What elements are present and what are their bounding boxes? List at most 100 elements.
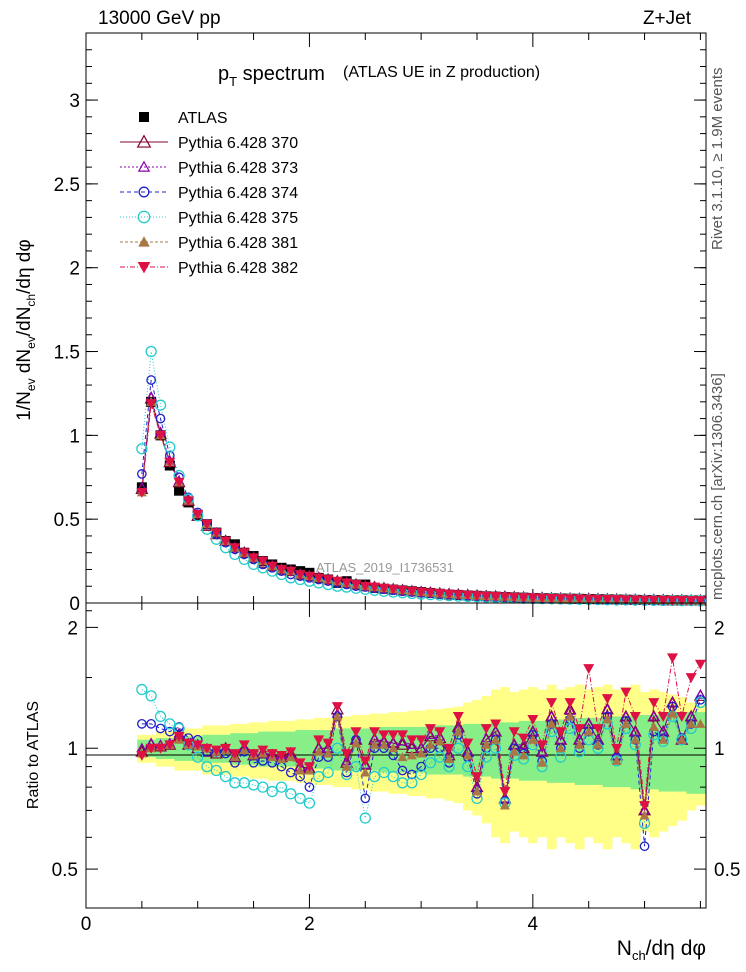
rivet-label: Rivet 3.1.10, ≥ 1.9M events [709,68,726,251]
ratio-ytick-label-1: 1 [67,739,78,760]
band-green [639,714,650,790]
ratio-point-p382 [601,694,613,705]
point-p382 [220,536,232,547]
band-green [621,716,632,788]
ratio-point-p375 [145,690,157,702]
ratio-point-p381 [686,718,697,728]
ratio-point-p382 [313,735,325,746]
main-ytick-label-5: 2.5 [54,175,80,196]
ratio-point-p374 [164,726,175,737]
ratio-point-p381 [351,738,362,748]
ratio-point-p382 [210,745,222,756]
ratio-point-p374 [304,782,315,792]
ratio-point-p382 [424,724,436,734]
ratio-point-p381 [527,734,538,744]
xtick-label-2: 4 [528,914,539,935]
ratio-point-p382 [573,724,585,734]
point-p382 [573,594,585,605]
ratio-point-p375 [368,770,381,783]
ratio-point-p381 [574,739,585,749]
point-p382 [611,595,623,605]
mcplots-label: mcplots.cern.ch [arXiv:1306.3436] [709,373,726,600]
point-p382 [155,430,167,441]
ratio-point-p375 [201,760,213,773]
point-p382 [564,594,576,605]
ratio-ytick-label-0: 0.5 [52,860,78,881]
ratio-point-p382 [294,758,306,769]
ratio-point-p382 [257,745,269,756]
point-p382 [322,575,334,586]
legend-label-p382: Pythia 6.428 382 [178,260,298,277]
point-p382 [415,587,427,598]
legend-marker-p381 [138,236,150,247]
ratio-point-p382 [443,743,455,754]
ratio-point-p375 [285,788,297,800]
point-p382 [527,593,539,604]
ratio-point-p382 [657,712,669,722]
band-green [500,722,511,779]
band-green [453,725,464,775]
xtick-label-1: 2 [304,914,315,935]
ratio-point-p382 [620,687,632,698]
ratio-point-p375 [331,742,344,754]
band-green [435,725,445,775]
point-p382 [257,556,269,567]
band-green [295,730,306,769]
point-p382 [173,477,185,488]
ratio-point-p375 [387,770,399,783]
band-green [230,733,241,765]
ratio-point-p381 [546,718,557,728]
ratio-point-p373 [536,746,548,756]
ratio-point-p382 [396,730,408,741]
main-ylabel: 1/Nev dNev/dNch/dη dφ [14,239,38,420]
ratio-point-p382 [480,724,492,734]
ratio-point-p373 [601,703,613,714]
point-p382 [583,594,595,605]
ratio-point-p381 [611,755,622,765]
band-green [481,723,492,777]
point-p382 [452,590,464,601]
ratio-point-p375 [136,683,148,696]
point-p382 [694,596,706,606]
point-p382 [275,565,287,575]
point-p374 [155,413,166,424]
ratio-line-p374 [141,699,701,847]
ratio-point-p381 [425,739,436,749]
legend-label-atlas: ATLAS [178,110,228,127]
legend-marker-p373 [137,160,151,172]
ratio-point-p382 [359,756,371,767]
point-p382 [685,596,697,606]
ratio-markers [135,653,707,852]
ratio-point-p375 [359,812,371,824]
ratio-point-p382 [229,749,241,760]
ratio-point-p375 [266,785,278,798]
ratio-panel: 0.5 0.5 1 1 2 2 0 2 4 Ratio to ATLAS Nch/dη dφ [25,602,740,963]
ratio-point-p375 [350,760,362,773]
ratio-point-p373 [406,739,418,749]
ratio-point-p374 [416,761,426,772]
ratio-point-p381 [509,746,520,756]
ratio-ytick-label-right-2: 2 [714,618,725,639]
ratio-point-p382 [462,738,474,749]
band-green [351,728,362,771]
ratio-point-p375 [192,751,204,763]
ratio-y-axis: 0.5 0.5 1 1 2 2 [52,610,740,881]
point-p382 [424,588,436,599]
ratio-point-p374 [137,719,147,729]
ratio-point-p382 [173,732,185,742]
ratio-point-p373 [424,729,436,740]
ratio-point-p382 [238,740,250,751]
ratio-point-p382 [499,787,511,798]
point-p382 [471,591,483,602]
band-green [360,728,371,771]
point-p382 [508,592,520,603]
ratio-point-p382 [387,730,399,741]
point-p382 [555,594,567,604]
point-p382 [387,584,399,595]
ratio-point-p381 [695,718,706,728]
ratio-point-p375 [294,792,306,805]
band-green [463,723,473,777]
title-rest: spectrum [237,63,325,85]
point-p382 [303,571,315,582]
